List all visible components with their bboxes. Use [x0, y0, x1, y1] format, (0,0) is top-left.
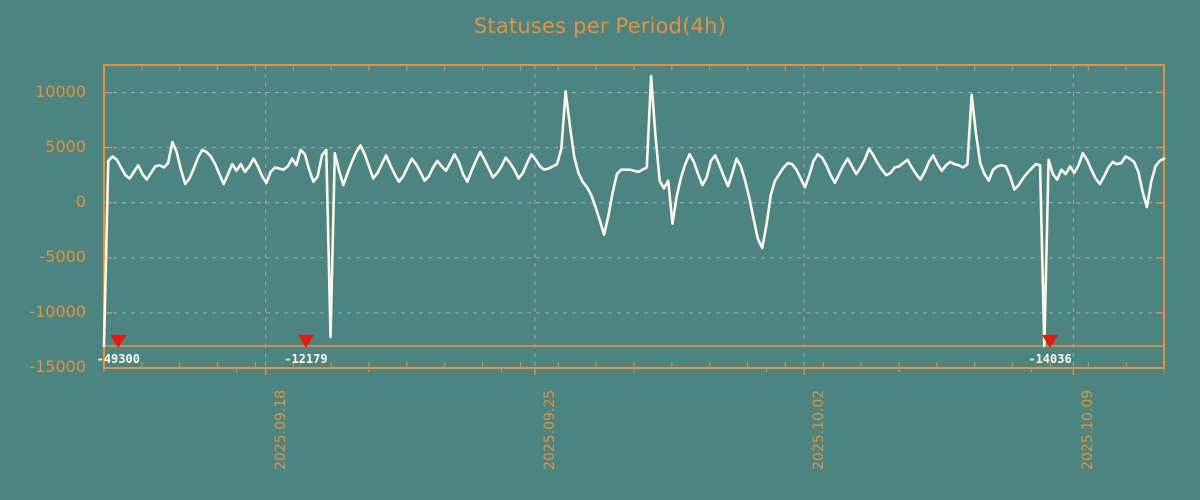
clipped-value-marker-icon: [1042, 334, 1059, 348]
x-axis-tick-label: 2025.09.25: [541, 389, 558, 470]
y-axis-tick-label: 10000: [35, 81, 86, 101]
annotation-value-label: -14036: [1028, 351, 1072, 366]
x-axis-tick-label: 2025.09.18: [272, 389, 289, 470]
chart-title: Statuses per Period(4h): [473, 14, 727, 38]
y-axis-tick-label: -15000: [29, 357, 86, 376]
clipped-value-marker-icon: [110, 334, 127, 348]
annotation-value-label: -12179: [284, 351, 328, 366]
y-axis-tick-label: 0: [75, 191, 86, 211]
y-axis-tick-label: -5000: [39, 246, 87, 266]
annotation-value-label: -49300: [96, 351, 140, 366]
x-axis-tick-label: 2025.10.09: [1080, 389, 1097, 470]
plot-frame: [103, 64, 1165, 369]
clipped-value-marker-icon: [297, 334, 314, 348]
y-axis-tick-label: -10000: [29, 301, 86, 321]
y-axis-tick-label: 5000: [45, 136, 86, 156]
data-series-line: [102, 74, 1166, 348]
x-axis-tick-label: 2025.10.02: [811, 389, 828, 470]
